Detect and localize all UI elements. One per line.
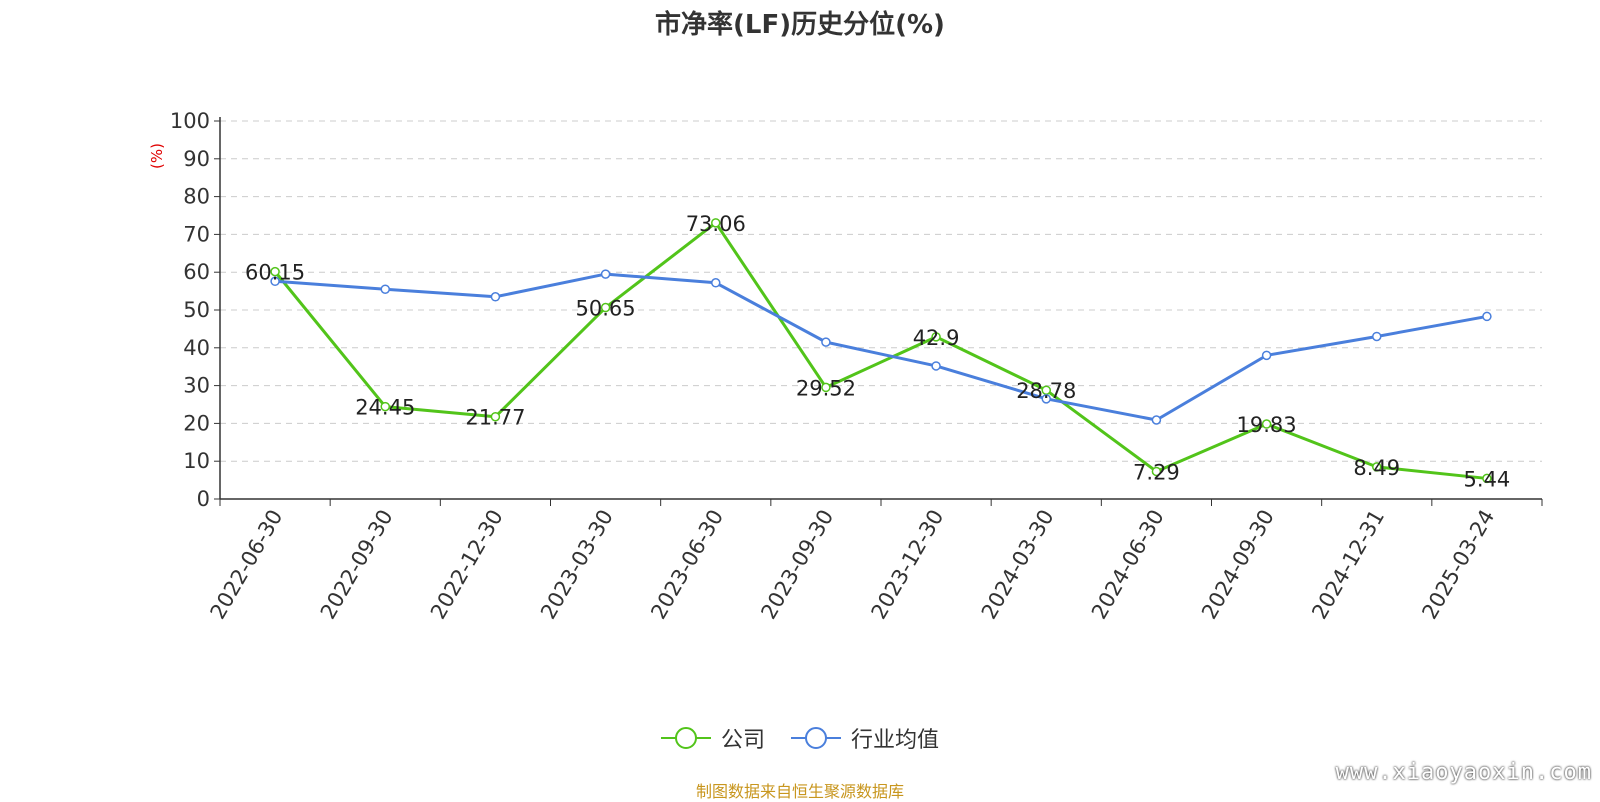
legend: 公司 行业均值 <box>0 722 1600 754</box>
series <box>270 218 1492 484</box>
data-point <box>931 332 941 342</box>
data-point <box>711 218 721 228</box>
data-point <box>821 382 831 393</box>
data-point <box>1041 394 1051 404</box>
data-point <box>270 276 280 287</box>
y-tick-label: 50 <box>183 298 210 322</box>
grid <box>220 120 1542 462</box>
legend-symbol-company <box>660 726 711 750</box>
legend-item-company[interactable]: 公司 <box>660 722 765 754</box>
data-label: 7.29 <box>1133 460 1180 484</box>
data-point <box>1261 419 1272 429</box>
legend-symbol-industry <box>791 726 841 750</box>
x-tick-label: 2023-09-30 <box>756 506 838 624</box>
data-label: 73.06 <box>686 212 746 236</box>
data-point <box>1482 311 1492 322</box>
data-point <box>1151 466 1162 477</box>
data-label: 5.44 <box>1464 467 1511 491</box>
data-point <box>931 361 941 371</box>
data-point <box>1372 331 1382 342</box>
data-point <box>1261 350 1272 361</box>
legend-label-company: 公司 <box>720 728 765 753</box>
watermark: www.xiaoyaoxin.com <box>1335 760 1592 785</box>
x-tick-label: 2024-12-31 <box>1307 506 1389 624</box>
x-tick-label: 2023-12-30 <box>867 506 949 624</box>
axes: 0 10 20 30 40 50 60 70 80 90 100(%) 2022-06-30 2022-… <box>148 109 1543 624</box>
legend-marker-company <box>674 727 697 749</box>
x-tick-label: 2022-12-30 <box>426 506 508 624</box>
x-tick-label: 2022-09-30 <box>316 506 398 624</box>
legend-item-industry[interactable]: 行业均值 <box>791 722 939 754</box>
x-tick-label: 2024-03-30 <box>977 506 1059 624</box>
y-tick-label: 10 <box>183 449 210 473</box>
data-point <box>600 269 611 279</box>
data-point <box>711 278 721 288</box>
x-tick-label: 2023-03-30 <box>536 506 618 624</box>
y-tick-label: 90 <box>183 147 210 171</box>
data-label: 42.9 <box>913 326 960 350</box>
y-axis-label: (%) <box>148 143 166 169</box>
data-label: 60.15 <box>245 261 305 285</box>
data-point <box>1482 473 1492 484</box>
y-tick-label: 80 <box>183 185 210 209</box>
data-labels: 60.15 24.45 21.77 50.65 73.06 29.52 42.9 28.78 7… <box>245 212 1510 492</box>
y-tick-label: 30 <box>183 374 210 398</box>
series-line-1 <box>274 272 1488 422</box>
data-point <box>270 266 280 277</box>
y-tick-label: 20 <box>183 411 210 435</box>
legend-marker-industry <box>805 727 827 749</box>
x-tick-label: 2025-03-24 <box>1417 506 1499 624</box>
series-line-0 <box>273 221 1488 480</box>
x-tick-label: 2022-06-30 <box>206 506 288 624</box>
data-point <box>380 284 390 294</box>
data-label: 50.65 <box>576 297 636 321</box>
data-point <box>821 337 831 347</box>
x-tick-label: 2023-06-30 <box>646 506 728 624</box>
data-label: 24.45 <box>355 396 415 420</box>
y-tick-label: 40 <box>183 336 210 360</box>
x-tick-label: 2024-06-30 <box>1087 506 1169 624</box>
data-point <box>600 302 611 313</box>
data-point <box>1372 462 1382 472</box>
data-point <box>380 401 390 412</box>
data-label: 21.77 <box>465 406 525 430</box>
y-tick-label: 70 <box>183 222 210 246</box>
legend-label-industry: 行业均值 <box>851 728 940 753</box>
source-note: 制图数据来自恒生聚源数据库 <box>695 782 904 801</box>
y-tick-label: 100 <box>170 109 210 133</box>
y-tick-label: 60 <box>183 260 210 284</box>
data-point <box>490 292 501 302</box>
data-label: 29.52 <box>796 376 856 400</box>
data-point <box>490 411 501 422</box>
data-label: 28.78 <box>1016 379 1076 403</box>
data-label: 8.49 <box>1353 456 1400 480</box>
data-point <box>1151 415 1162 425</box>
chart-title: 市净率(LF)历史分位(%) <box>655 10 945 40</box>
data-label: 19.83 <box>1237 413 1297 437</box>
y-tick-label: 0 <box>197 487 210 511</box>
x-tick-label: 2024-09-30 <box>1197 506 1279 624</box>
